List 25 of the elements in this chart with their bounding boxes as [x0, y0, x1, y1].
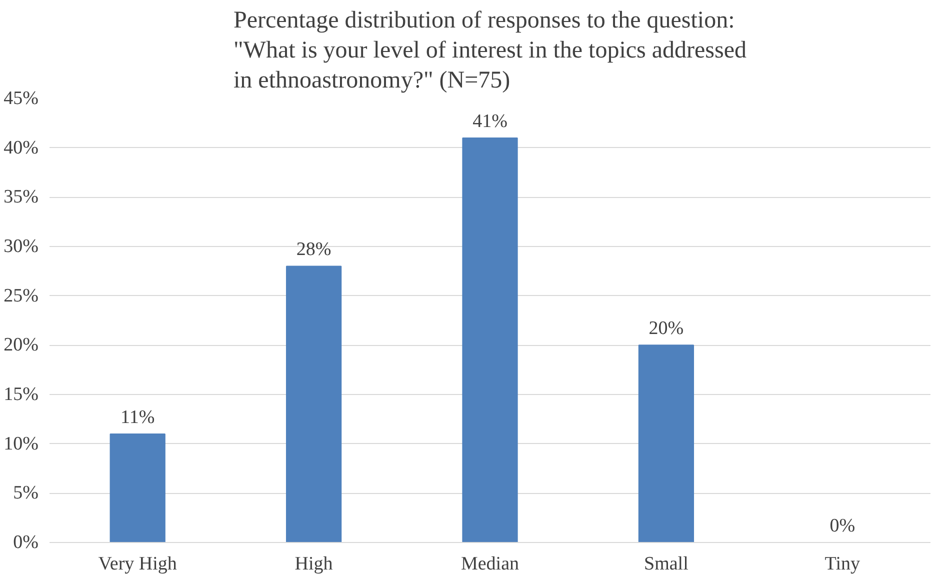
bar	[638, 344, 694, 542]
x-tick-label: Median	[460, 554, 520, 574]
y-tick-label: 5%	[13, 482, 39, 504]
y-tick-label: 20%	[4, 334, 39, 356]
x-tick-label: Small	[644, 554, 688, 574]
x-tick-label: Very High	[98, 554, 178, 574]
x-tick-label: Tiny	[824, 554, 861, 574]
bar	[462, 137, 518, 542]
data-label: 0%	[830, 516, 856, 536]
y-tick-label: 30%	[4, 236, 39, 257]
y-tick-label: 10%	[4, 433, 39, 454]
data-label: 28%	[296, 239, 332, 260]
data-label: 11%	[120, 406, 155, 428]
y-tick-label: 25%	[4, 285, 39, 306]
y-tick-label: 35%	[4, 186, 39, 208]
bar	[110, 433, 166, 542]
y-tick-label: 40%	[4, 137, 39, 158]
data-label: 20%	[648, 318, 684, 340]
data-label: 41%	[472, 110, 508, 132]
y-tick-label: 0%	[13, 532, 39, 553]
y-tick-label: 15%	[4, 384, 39, 405]
y-tick-label: 45%	[4, 88, 39, 109]
bar	[286, 266, 342, 542]
x-tick-label: High	[294, 554, 334, 574]
chart-title: Percentage distribution of responses to the question: "What is your level of interest in the topics addressed in ethnoastronomy?" (N=75)	[234, 8, 747, 94]
